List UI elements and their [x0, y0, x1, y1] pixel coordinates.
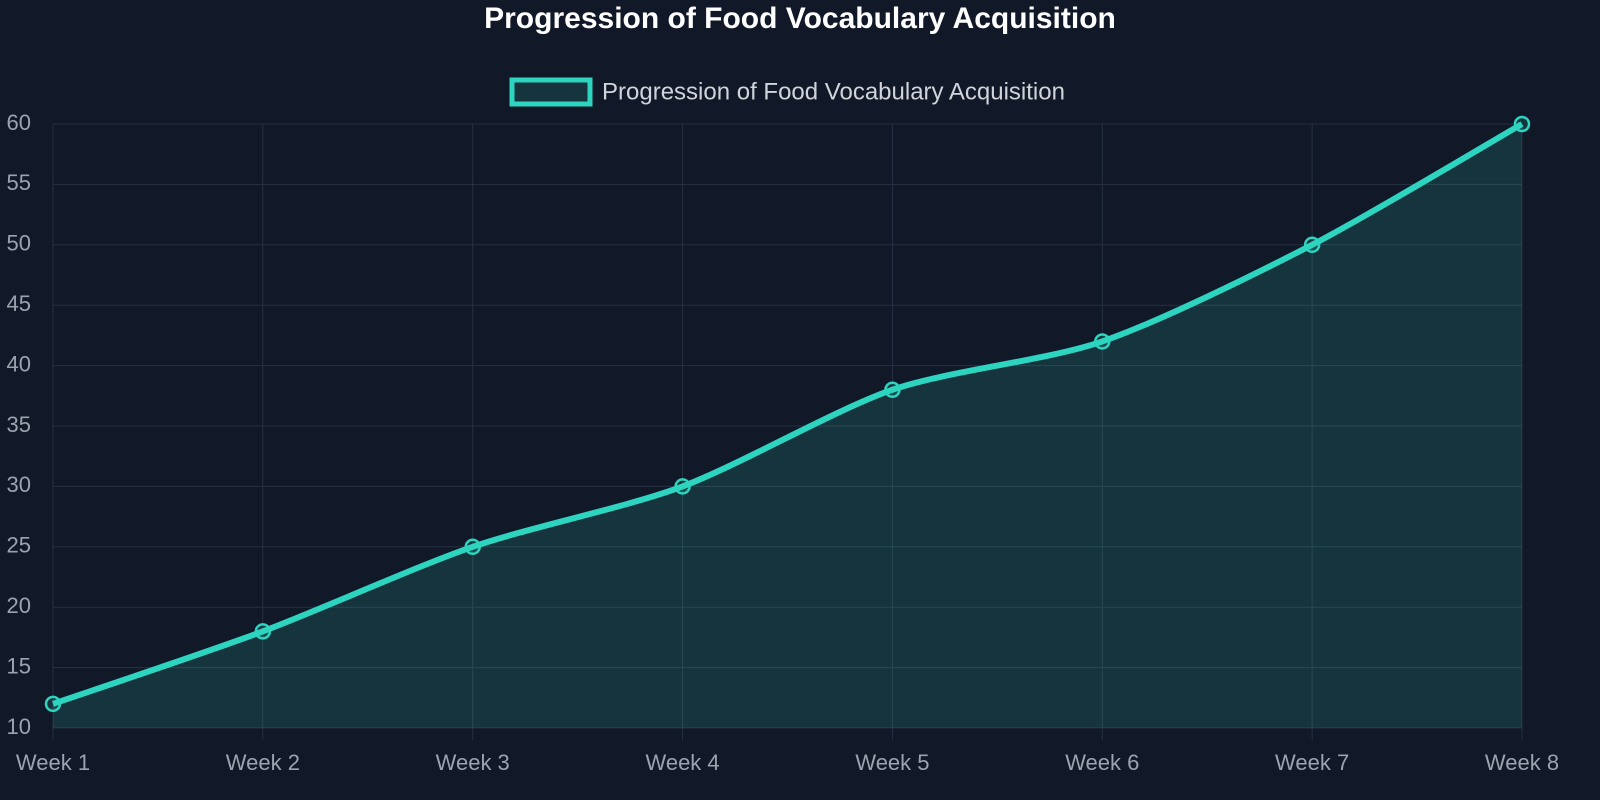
x-tick-label: Week 8 — [1485, 750, 1559, 775]
line — [52, 121, 1524, 707]
y-tick-label: 50 — [7, 231, 31, 256]
y-tick-label: 25 — [7, 533, 31, 558]
point — [254, 623, 272, 640]
x-tick-label: Week 4 — [645, 750, 719, 775]
y-tick-label: 35 — [7, 412, 31, 437]
legend-swatch — [509, 77, 593, 107]
point — [674, 478, 691, 495]
y-tick-label: 55 — [7, 170, 31, 195]
x-tick-label: Week 1 — [16, 750, 90, 775]
chart-title: Progression of Food Vocabulary Acquisiti… — [484, 2, 1116, 35]
y-tick-label: 60 — [7, 110, 31, 135]
y-tick-label: 10 — [7, 714, 31, 739]
legend-label: Progression of Food Vocabulary Acquisiti… — [602, 78, 1065, 105]
point — [1513, 115, 1531, 133]
point — [1094, 333, 1111, 350]
y-tick-label: 15 — [7, 653, 31, 678]
point — [884, 381, 901, 399]
y-tick-label: 20 — [7, 593, 31, 618]
x-tick-label: Week 3 — [436, 750, 510, 775]
x-tick-label: Week 7 — [1275, 750, 1349, 775]
y-tick-label: 45 — [7, 291, 31, 316]
x-tick-label: Week 2 — [226, 750, 300, 775]
point — [1303, 236, 1321, 254]
x-tick-label: Week 6 — [1065, 750, 1139, 775]
x-tick-label: Week 5 — [855, 750, 929, 775]
point — [44, 695, 62, 713]
y-tick-label: 40 — [7, 351, 31, 376]
area — [53, 124, 1522, 728]
point — [464, 538, 481, 556]
y-tick-label: 30 — [7, 472, 31, 497]
